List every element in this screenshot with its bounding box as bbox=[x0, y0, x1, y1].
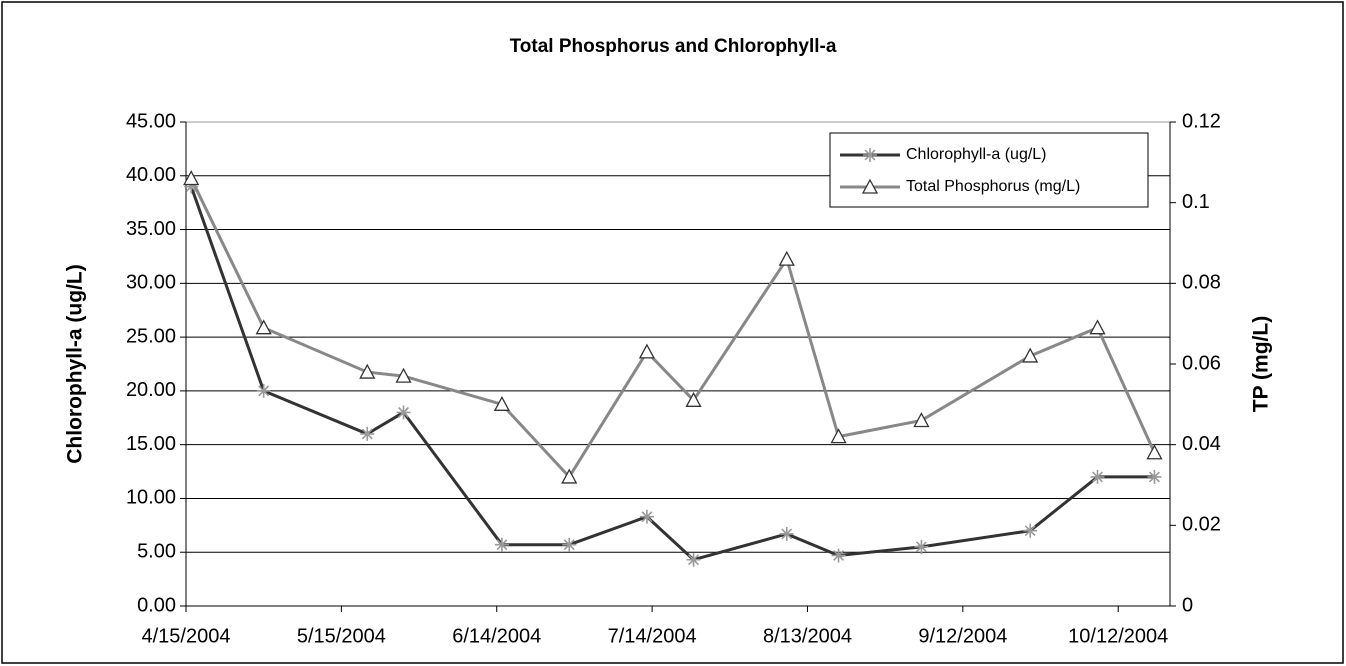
y2-tick-label: 0.04 bbox=[1182, 433, 1221, 455]
data-point bbox=[778, 250, 795, 266]
y2-tick-label: 0.02 bbox=[1182, 514, 1221, 536]
x-tick-label: 8/13/2004 bbox=[763, 625, 852, 647]
data-point bbox=[830, 428, 847, 444]
y2-axis-label: TP (mg/L) bbox=[1250, 316, 1273, 412]
chart-title: Total Phosphorus and Chlorophyll-a bbox=[510, 36, 837, 57]
y-tick-label: 35.00 bbox=[126, 218, 176, 240]
data-point bbox=[1146, 444, 1163, 460]
data-point bbox=[561, 468, 578, 484]
legend-label: Total Phosphorus (mg/L) bbox=[906, 178, 1080, 195]
series-line bbox=[189, 186, 1155, 562]
data-point bbox=[360, 426, 375, 441]
data-point bbox=[1147, 469, 1162, 484]
data-point bbox=[562, 537, 577, 552]
y2-tick-label: 0.1 bbox=[1182, 191, 1210, 213]
y-tick-label: 25.00 bbox=[126, 325, 176, 347]
x-tick-label: 9/12/2004 bbox=[918, 625, 1007, 647]
data-point bbox=[686, 552, 701, 567]
legend-marker bbox=[861, 178, 879, 194]
x-tick-label: 5/15/2004 bbox=[297, 625, 386, 647]
data-point bbox=[396, 405, 411, 420]
y2-tick-label: 0.08 bbox=[1182, 272, 1221, 294]
data-point bbox=[1022, 347, 1039, 363]
data-point bbox=[913, 412, 930, 428]
data-point bbox=[359, 363, 376, 379]
data-point bbox=[184, 179, 199, 194]
data-point bbox=[494, 537, 509, 552]
data-point bbox=[255, 319, 272, 335]
x-tick-label: 10/12/2004 bbox=[1068, 625, 1168, 647]
data-point bbox=[395, 367, 412, 383]
legend-label: Chlorophyll-a (ug/L) bbox=[906, 146, 1047, 163]
y-tick-label: 30.00 bbox=[126, 272, 176, 294]
y-tick-label: 45.00 bbox=[126, 110, 176, 132]
data-point bbox=[1023, 523, 1038, 538]
y2-tick-label: 0.06 bbox=[1182, 352, 1221, 374]
data-point bbox=[183, 170, 200, 186]
data-point bbox=[638, 343, 656, 359]
y-tick-label: 15.00 bbox=[126, 433, 176, 455]
data-point bbox=[914, 539, 929, 554]
x-tick-label: 6/14/2004 bbox=[452, 625, 541, 647]
y-tick-label: 10.00 bbox=[126, 487, 176, 509]
data-point bbox=[779, 526, 794, 541]
y-tick-label: 0.00 bbox=[137, 594, 176, 616]
y2-tick-label: 0.12 bbox=[1182, 110, 1221, 132]
x-tick-label: 7/14/2004 bbox=[608, 625, 697, 647]
legend-box bbox=[829, 132, 1149, 208]
data-point bbox=[685, 391, 702, 407]
y-axis-label: Chlorophyll-a (ug/L) bbox=[64, 264, 87, 463]
data-point bbox=[493, 395, 511, 411]
series-line bbox=[189, 177, 1156, 480]
y-tick-label: 5.00 bbox=[137, 541, 176, 563]
data-point bbox=[256, 383, 271, 398]
data-point bbox=[1089, 319, 1106, 335]
x-tick-label: 4/15/2004 bbox=[142, 625, 231, 647]
data-point bbox=[1090, 469, 1105, 484]
data-point bbox=[831, 548, 846, 563]
legend: Chlorophyll-a (ug/L) Total Phosphorus (mg… bbox=[829, 132, 1149, 208]
data-point bbox=[639, 509, 654, 524]
legend-marker bbox=[863, 148, 877, 162]
y-tick-label: 40.00 bbox=[126, 164, 176, 186]
y2-tick-label: 0 bbox=[1182, 594, 1193, 616]
y-tick-label: 20.00 bbox=[126, 379, 176, 401]
